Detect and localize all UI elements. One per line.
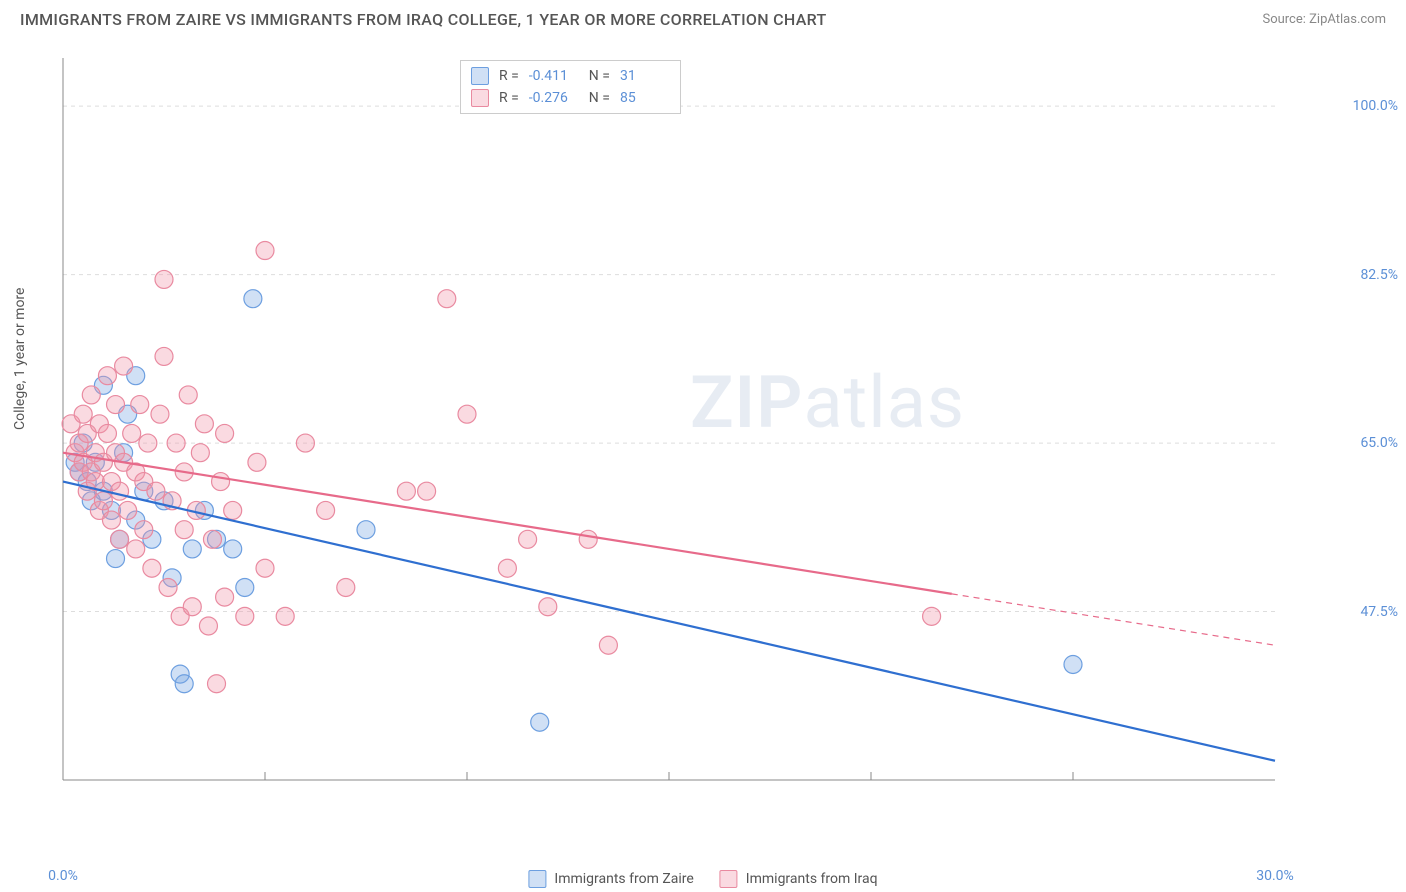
legend-label: Immigrants from Zaire — [554, 871, 693, 887]
chart-title: IMMIGRANTS FROM ZAIRE VS IMMIGRANTS FROM… — [20, 10, 827, 29]
swatch-iraq — [720, 870, 738, 888]
chart-header: IMMIGRANTS FROM ZAIRE VS IMMIGRANTS FROM… — [0, 0, 1406, 35]
correlation-row-1: R = -0.276 N = 85 — [471, 87, 670, 109]
x-tick-label: 30.0% — [1256, 868, 1294, 884]
legend-item-zaire: Immigrants from Zaire — [528, 870, 693, 888]
correlation-row-0: R = -0.411 N = 31 — [471, 65, 670, 87]
y-tick-label: 82.5% — [1360, 267, 1398, 283]
y-axis-label: College, 1 year or more — [12, 288, 28, 430]
chart-svg — [55, 50, 1345, 820]
swatch-zaire — [528, 870, 546, 888]
y-tick-label: 100.0% — [1353, 98, 1398, 114]
swatch-zaire — [471, 67, 489, 85]
y-tick-label: 47.5% — [1360, 604, 1398, 620]
x-tick-label: 0.0% — [48, 868, 78, 884]
n-value: 85 — [620, 90, 670, 106]
n-label: N = — [589, 90, 610, 106]
r-label: R = — [499, 68, 519, 84]
chart-source: Source: ZipAtlas.com — [1262, 12, 1386, 27]
n-value: 31 — [620, 68, 670, 84]
legend-item-iraq: Immigrants from Iraq — [720, 870, 878, 888]
swatch-iraq — [471, 89, 489, 107]
n-label: N = — [589, 68, 610, 84]
plot-area — [55, 50, 1345, 820]
r-label: R = — [499, 90, 519, 106]
legend-label: Immigrants from Iraq — [746, 871, 878, 887]
series-legend: Immigrants from Zaire Immigrants from Ir… — [528, 870, 877, 888]
r-value: -0.276 — [529, 90, 579, 106]
r-value: -0.411 — [529, 68, 579, 84]
correlation-legend: R = -0.411 N = 31 R = -0.276 N = 85 — [460, 60, 681, 114]
y-tick-label: 65.0% — [1360, 435, 1398, 451]
